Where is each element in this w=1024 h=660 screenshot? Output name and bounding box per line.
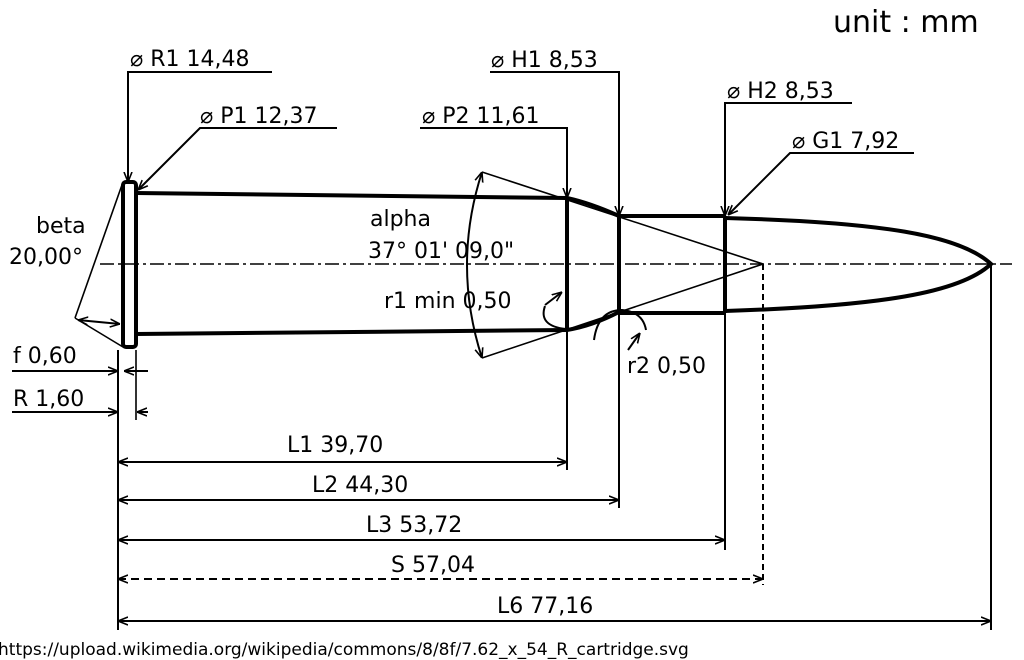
r1-label: ⌀ R1 14,48 — [130, 47, 250, 72]
body-bottom-edge — [135, 328, 568, 336]
body-top-edge — [135, 191, 568, 200]
f-label: f 0,60 — [13, 344, 77, 369]
r1min-label: r1 min 0,50 — [384, 289, 512, 314]
angle-arcs — [78, 172, 482, 358]
r1min-arc — [542, 305, 567, 330]
p1-leader — [138, 127, 337, 190]
length-dimensions — [118, 462, 991, 621]
g1-label: ⌀ G1 7,92 — [792, 129, 899, 154]
s-label: S 57,04 — [391, 553, 475, 578]
extension-lines — [117, 264, 992, 630]
shoulder-top — [566, 196, 620, 218]
alpha-value-label: 37° 01' 09,0" — [368, 239, 514, 264]
r2-arc — [593, 308, 647, 341]
r1min-arrow — [544, 292, 562, 306]
beta-construction-top — [74, 181, 124, 319]
r1-leader — [128, 71, 272, 182]
g1-leader — [728, 152, 914, 215]
r2-label: r2 0,50 — [627, 354, 706, 379]
diameter-leaders — [128, 71, 914, 216]
alpha-name-label: alpha — [370, 207, 431, 232]
radius-markers — [542, 292, 647, 351]
p2-label: ⌀ P2 11,61 — [422, 104, 539, 129]
alpha-arc — [466, 172, 482, 358]
p2-leader — [420, 127, 567, 198]
l6-label: L6 77,16 — [497, 594, 593, 619]
rim-dimensions — [12, 371, 148, 412]
unit-label: unit : mm — [833, 5, 979, 40]
beta-arrow — [78, 320, 120, 324]
source-url: https://upload.wikimedia.org/wikipedia/c… — [0, 640, 689, 660]
l3-label: L3 53,72 — [366, 513, 462, 538]
alpha-construction-top — [481, 171, 764, 265]
beta-name-label: beta — [36, 214, 86, 239]
beta-value-label: 20,00° — [9, 245, 83, 270]
l1-label: L1 39,70 — [287, 433, 383, 458]
h1-leader — [490, 71, 619, 216]
h2-label: ⌀ H2 8,53 — [727, 79, 834, 104]
p1-label: ⌀ P1 12,37 — [200, 104, 317, 129]
h1-label: ⌀ H1 8,53 — [491, 48, 598, 73]
R-label: R 1,60 — [13, 387, 84, 412]
h2-leader — [725, 102, 852, 216]
l2-label: L2 44,30 — [312, 473, 408, 498]
cartridge-outline — [74, 171, 994, 359]
r2-arrow — [627, 333, 640, 351]
